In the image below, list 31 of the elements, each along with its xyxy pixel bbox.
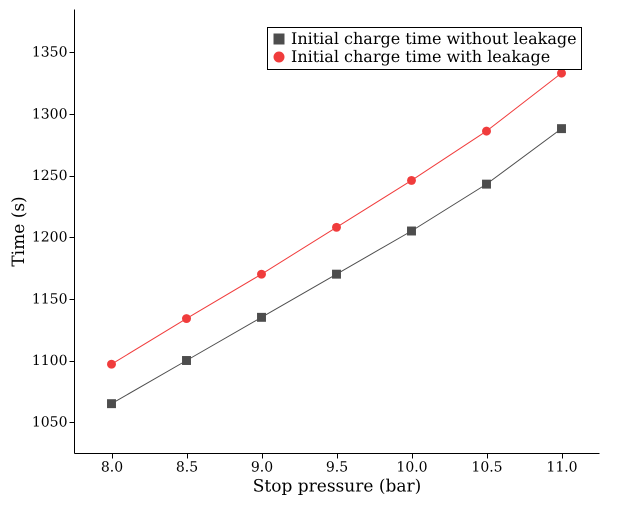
point	[482, 180, 491, 189]
x-axis-title: Stop pressure (bar)	[252, 476, 422, 496]
y-tick-label: 1250	[32, 168, 68, 184]
y-tick-label: 1350	[32, 44, 68, 61]
x-tick-label: 8.5	[176, 460, 198, 476]
x-tick-label: 8.0	[100, 460, 124, 476]
x-tick-label: 10.0	[396, 460, 428, 476]
y-tick-label: 1050	[32, 414, 68, 431]
x-tick-label: 10.5	[471, 460, 503, 476]
y-tick-label: 1200	[32, 230, 68, 246]
point	[557, 124, 566, 134]
point	[107, 360, 116, 369]
x-tick-label: 11.0	[546, 460, 578, 476]
point	[407, 176, 416, 185]
point	[182, 356, 191, 365]
y-tick-label: 1300	[32, 106, 68, 122]
point	[107, 399, 116, 408]
y-tick-label: 1150	[32, 291, 68, 308]
point	[482, 126, 491, 136]
point	[182, 314, 191, 324]
legend-label: Initial charge time with leakage	[291, 47, 550, 66]
legend-label: Initial charge time without leakage	[291, 29, 577, 48]
point	[407, 226, 416, 236]
y-tick-label: 1100	[32, 353, 68, 369]
x-tick-label: 9.5	[326, 460, 348, 476]
y-axis-title: Time (s)	[8, 196, 29, 267]
point	[332, 222, 341, 232]
point	[257, 270, 266, 279]
x-tick-label: 9.0	[250, 460, 274, 476]
point	[257, 312, 266, 322]
point	[332, 270, 341, 279]
